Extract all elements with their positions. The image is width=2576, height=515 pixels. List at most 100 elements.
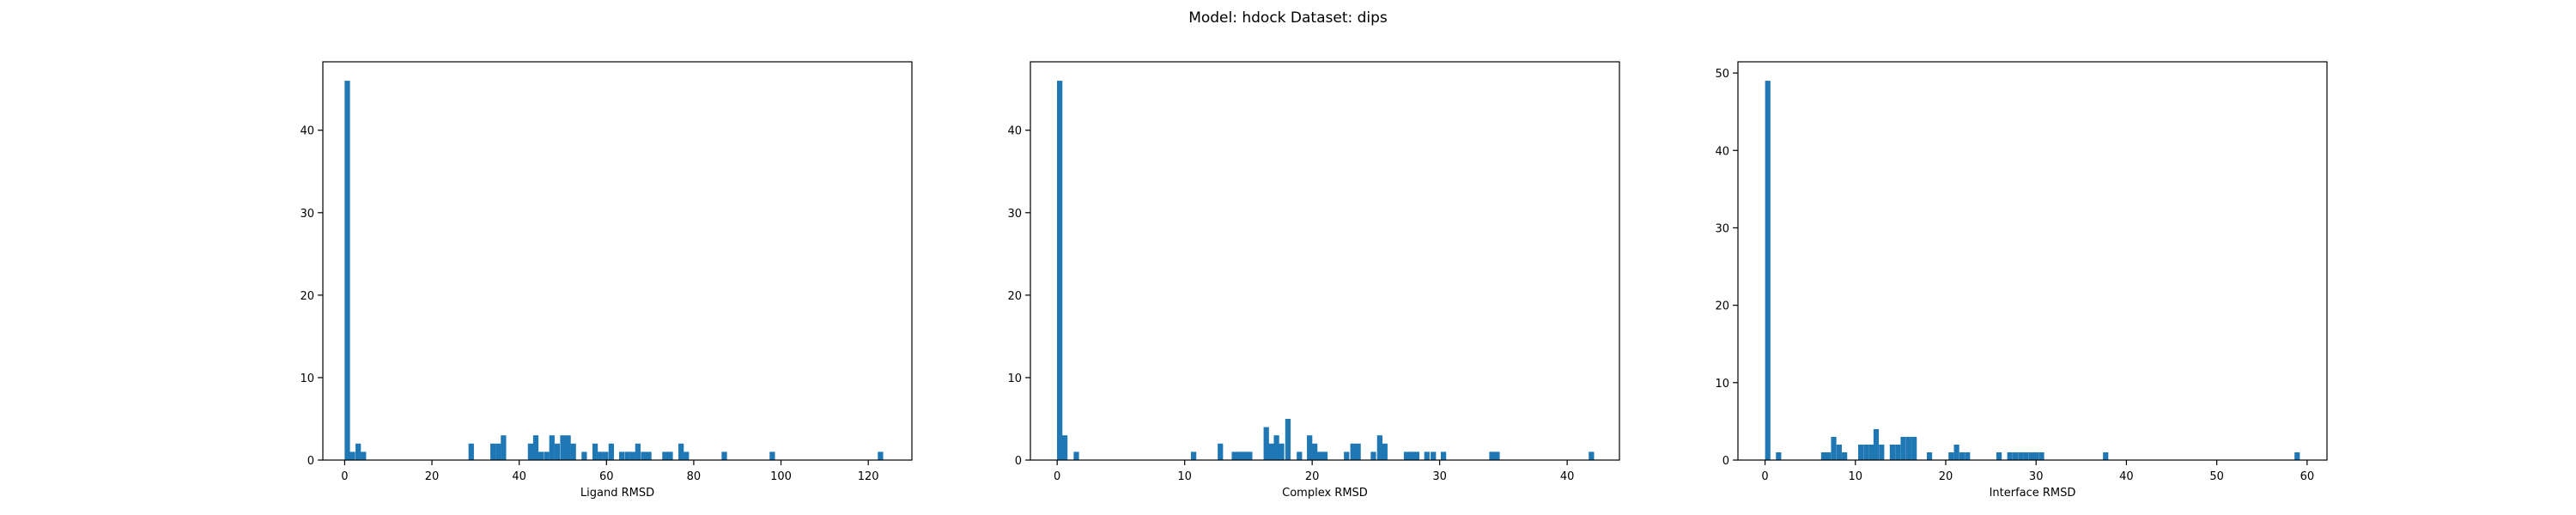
complex-ytick-label-2: 20: [1007, 290, 1022, 303]
ligand-bar-12: [549, 435, 555, 460]
complex-bar-16: [1312, 443, 1318, 460]
ligand-bar-33: [769, 451, 775, 460]
ligand-bar-30: [678, 443, 684, 460]
complex-bar-13: [1285, 418, 1291, 460]
complex-bar-21: [1355, 443, 1361, 460]
complex-bar-29: [1431, 451, 1437, 460]
ligand-xlabel: Ligand RMSD: [580, 487, 654, 500]
complex-bar-20: [1350, 443, 1356, 460]
interface-bar-30: [2103, 451, 2109, 460]
complex-bar-31: [1489, 451, 1495, 460]
interface-xtick-label-6: 60: [2300, 470, 2315, 483]
ligand-bar-3: [361, 451, 367, 460]
ligand-ytick-label-2: 20: [300, 290, 314, 303]
interface-xtick-label-2: 20: [1939, 470, 1953, 483]
interface-bar-11: [1879, 444, 1885, 460]
interface-bar-20: [1959, 451, 1965, 460]
complex-bar-5: [1231, 451, 1237, 460]
complex-bar-25: [1403, 451, 1410, 460]
complex-rmsd-histogram: 0 10 20 30 40 0 10 20 30 40 Complex RMSD: [1007, 61, 1620, 500]
interface-xtick-label-1: 10: [1849, 470, 1863, 483]
interface-bar-1: [1776, 451, 1782, 460]
complex-bar-2: [1073, 451, 1079, 460]
ligand-ytick-label-0: 0: [307, 455, 314, 468]
interface-axes-frame: [1737, 61, 2328, 461]
complex-bar-7: [1242, 451, 1248, 460]
ligand-bar-14: [560, 435, 566, 460]
interface-bar-13: [1895, 444, 1901, 460]
complex-bar-24: [1382, 443, 1388, 460]
ligand-xtick-label-4: 80: [687, 470, 702, 483]
ligand-bar-9: [532, 435, 539, 460]
ligand-bar-19: [598, 451, 604, 460]
ligand-bar-22: [618, 451, 625, 460]
complex-xtick-label-0: 0: [1054, 470, 1060, 483]
interface-bars: [1765, 81, 2300, 460]
interface-bar-0: [1765, 81, 1771, 460]
ligand-bar-27: [646, 451, 652, 460]
complex-xtick-label-3: 30: [1432, 470, 1447, 483]
complex-bar-19: [1344, 451, 1350, 460]
complex-bar-33: [1589, 451, 1595, 460]
interface-bar-14: [1900, 436, 1906, 460]
interface-bar-18: [1948, 451, 1954, 460]
complex-bar-11: [1273, 435, 1279, 460]
complex-bar-22: [1370, 451, 1376, 460]
interface-bar-6: [1842, 451, 1848, 460]
interface-ytick-label-5: 50: [1715, 68, 1729, 81]
complex-xtick-label-4: 40: [1560, 470, 1575, 483]
ligand-ytick-label-4: 40: [300, 125, 314, 138]
complex-bar-4: [1218, 443, 1224, 460]
interface-bar-2: [1820, 451, 1827, 460]
complex-bar-14: [1297, 451, 1303, 460]
complex-bar-3: [1190, 451, 1197, 460]
interface-bar-15: [1905, 436, 1911, 460]
figure-suptitle: Model: hdock Dataset: dips: [1188, 9, 1388, 27]
complex-bar-15: [1307, 435, 1313, 460]
ligand-bar-7: [501, 435, 507, 460]
ligand-xtick-label-5: 100: [770, 470, 792, 483]
interface-ytick-label-0: 0: [1722, 455, 1729, 468]
complex-bar-10: [1268, 443, 1274, 460]
interface-ytick-label-1: 10: [1715, 378, 1729, 391]
interface-bar-21: [1965, 451, 1971, 460]
ligand-bar-11: [544, 451, 550, 460]
ligand-bar-24: [629, 451, 635, 460]
complex-ytick-label-4: 40: [1007, 125, 1022, 138]
interface-bar-26: [2023, 451, 2029, 460]
ligand-xtick-label-6: 120: [858, 470, 879, 483]
complex-xlabel: Complex RMSD: [1282, 487, 1368, 500]
ligand-bar-34: [878, 451, 884, 460]
ligand-bar-28: [662, 451, 668, 460]
ligand-bar-32: [721, 451, 727, 460]
ligand-rmsd-histogram: 0 20 40 60 80 100 120 0 10 20 30 40 Ligand RMSD: [300, 61, 913, 500]
interface-bar-17: [1926, 451, 1933, 460]
interface-rmsd-histogram: 0 10 20 30 40 50 60 0 10 20 30 40 50 Interface RMSD: [1715, 61, 2328, 500]
ligand-bar-23: [624, 451, 630, 460]
complex-bar-18: [1321, 451, 1328, 460]
ligand-bar-5: [490, 443, 496, 460]
interface-bar-10: [1873, 428, 1880, 460]
complex-ytick-label-0: 0: [1015, 455, 1022, 468]
ligand-bars: [344, 81, 884, 460]
interface-bar-27: [2028, 451, 2035, 460]
ligand-bar-1: [349, 451, 355, 460]
interface-xtick-label-5: 50: [2209, 470, 2224, 483]
interface-xtick-label-4: 40: [2119, 470, 2134, 483]
complex-bar-32: [1494, 451, 1500, 460]
interface-bar-24: [2012, 451, 2019, 460]
interface-bar-19: [1953, 444, 1959, 460]
ligand-bar-15: [565, 435, 571, 460]
ligand-bar-2: [355, 443, 361, 460]
ligand-axes-frame: [322, 61, 913, 461]
ligand-bar-6: [495, 443, 501, 460]
complex-axes-frame: [1030, 61, 1620, 461]
interface-xtick-label-3: 30: [2029, 470, 2044, 483]
interface-bar-12: [1889, 444, 1896, 460]
ligand-xtick-label-3: 60: [599, 470, 614, 483]
complex-xtick-label-2: 20: [1305, 470, 1320, 483]
ligand-bar-26: [641, 451, 647, 460]
ligand-bar-16: [570, 443, 576, 460]
ligand-xtick-label-1: 20: [425, 470, 440, 483]
